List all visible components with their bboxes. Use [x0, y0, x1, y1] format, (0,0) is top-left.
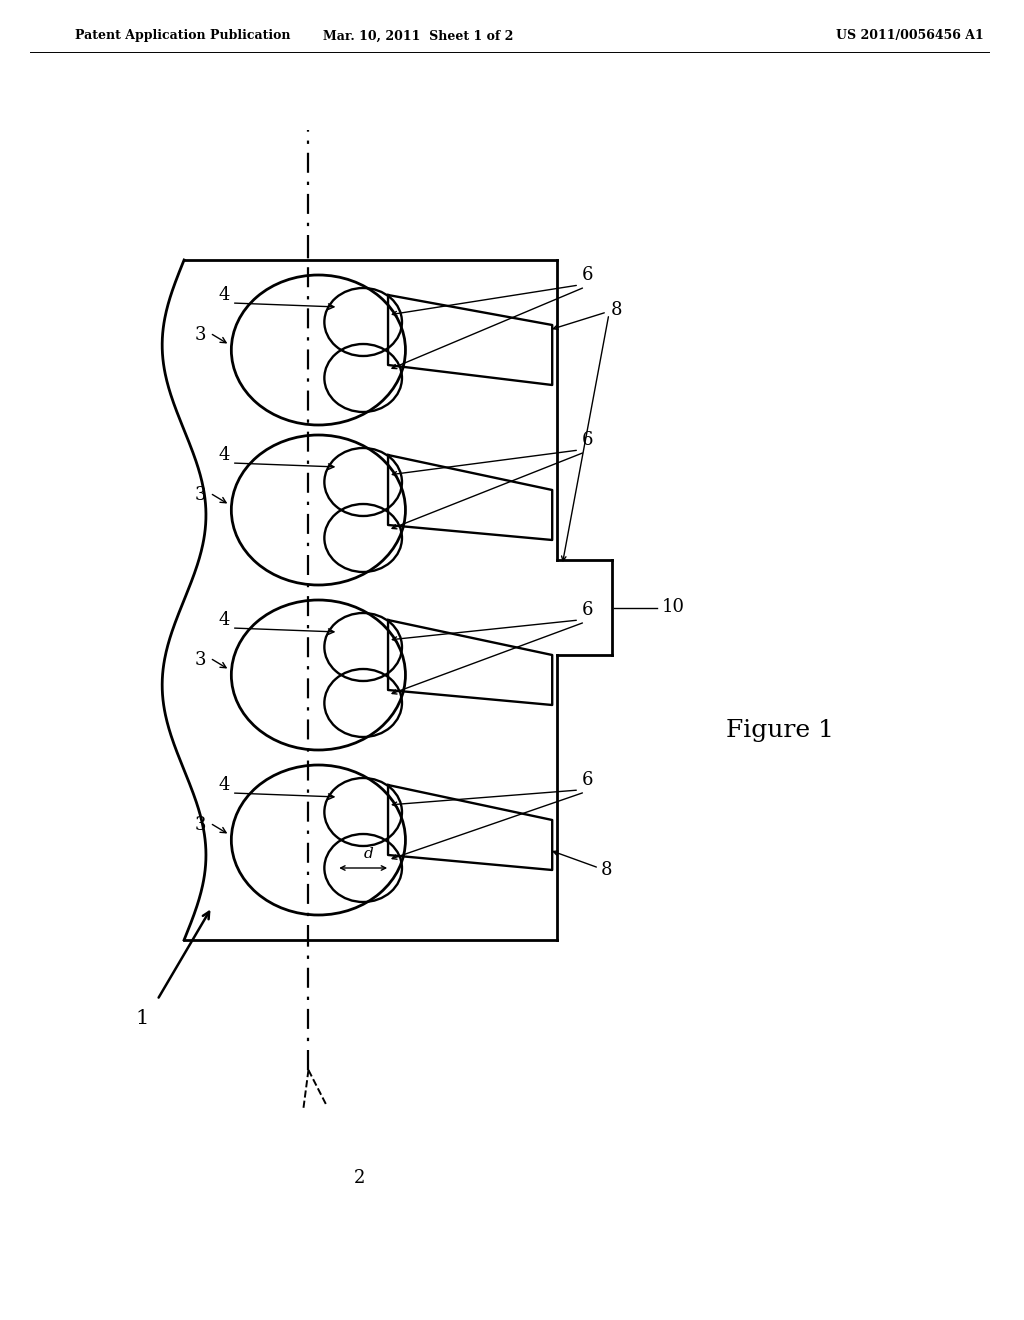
- Text: 3: 3: [195, 651, 206, 669]
- Text: 3: 3: [195, 326, 206, 345]
- Text: 6: 6: [582, 432, 593, 449]
- Text: Figure 1: Figure 1: [726, 718, 835, 742]
- Text: 2: 2: [354, 1170, 366, 1187]
- Text: 8: 8: [611, 301, 623, 319]
- Text: d: d: [364, 847, 373, 861]
- Text: 4: 4: [218, 286, 229, 304]
- Text: 4: 4: [218, 611, 229, 630]
- Text: 8: 8: [601, 861, 612, 879]
- Text: Mar. 10, 2011  Sheet 1 of 2: Mar. 10, 2011 Sheet 1 of 2: [323, 29, 513, 42]
- Text: US 2011/0056456 A1: US 2011/0056456 A1: [836, 29, 983, 42]
- Text: 6: 6: [582, 267, 593, 284]
- Text: 1: 1: [135, 1008, 148, 1027]
- Text: Patent Application Publication: Patent Application Publication: [75, 29, 290, 42]
- Text: 6: 6: [582, 771, 593, 789]
- Text: 6: 6: [582, 601, 593, 619]
- Text: 10: 10: [662, 598, 685, 616]
- Text: 4: 4: [218, 446, 229, 465]
- Text: 4: 4: [218, 776, 229, 795]
- Text: 3: 3: [195, 486, 206, 504]
- Text: 3: 3: [195, 816, 206, 834]
